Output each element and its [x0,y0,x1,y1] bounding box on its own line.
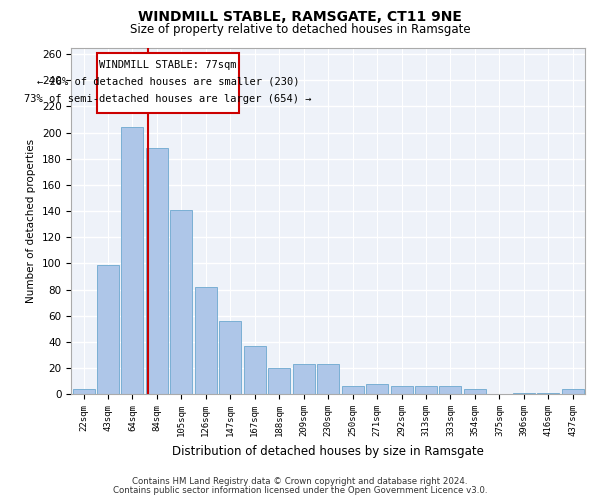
Bar [341,386,364,394]
Bar [146,148,168,394]
Text: Size of property relative to detached houses in Ramsgate: Size of property relative to detached ho… [130,22,470,36]
Bar [366,384,388,394]
FancyBboxPatch shape [97,52,239,113]
X-axis label: Distribution of detached houses by size in Ramsgate: Distribution of detached houses by size … [172,444,484,458]
Bar [293,364,314,394]
Bar [537,393,559,394]
Bar [439,386,461,394]
Bar [562,389,584,394]
Bar [219,321,241,394]
Bar [317,364,339,394]
Bar [121,128,143,394]
Text: WINDMILL STABLE: 77sqm: WINDMILL STABLE: 77sqm [99,60,236,70]
Text: WINDMILL STABLE, RAMSGATE, CT11 9NE: WINDMILL STABLE, RAMSGATE, CT11 9NE [138,10,462,24]
Bar [391,386,413,394]
Text: Contains public sector information licensed under the Open Government Licence v3: Contains public sector information licen… [113,486,487,495]
Bar [415,386,437,394]
Bar [195,287,217,394]
Text: 73% of semi-detached houses are larger (654) →: 73% of semi-detached houses are larger (… [24,94,311,104]
Bar [513,393,535,394]
Bar [73,389,95,394]
Bar [170,210,193,394]
Bar [464,389,486,394]
Bar [97,264,119,394]
Text: ← 26% of detached houses are smaller (230): ← 26% of detached houses are smaller (23… [37,76,299,86]
Bar [268,368,290,394]
Y-axis label: Number of detached properties: Number of detached properties [26,139,36,303]
Bar [244,346,266,394]
Text: Contains HM Land Registry data © Crown copyright and database right 2024.: Contains HM Land Registry data © Crown c… [132,477,468,486]
